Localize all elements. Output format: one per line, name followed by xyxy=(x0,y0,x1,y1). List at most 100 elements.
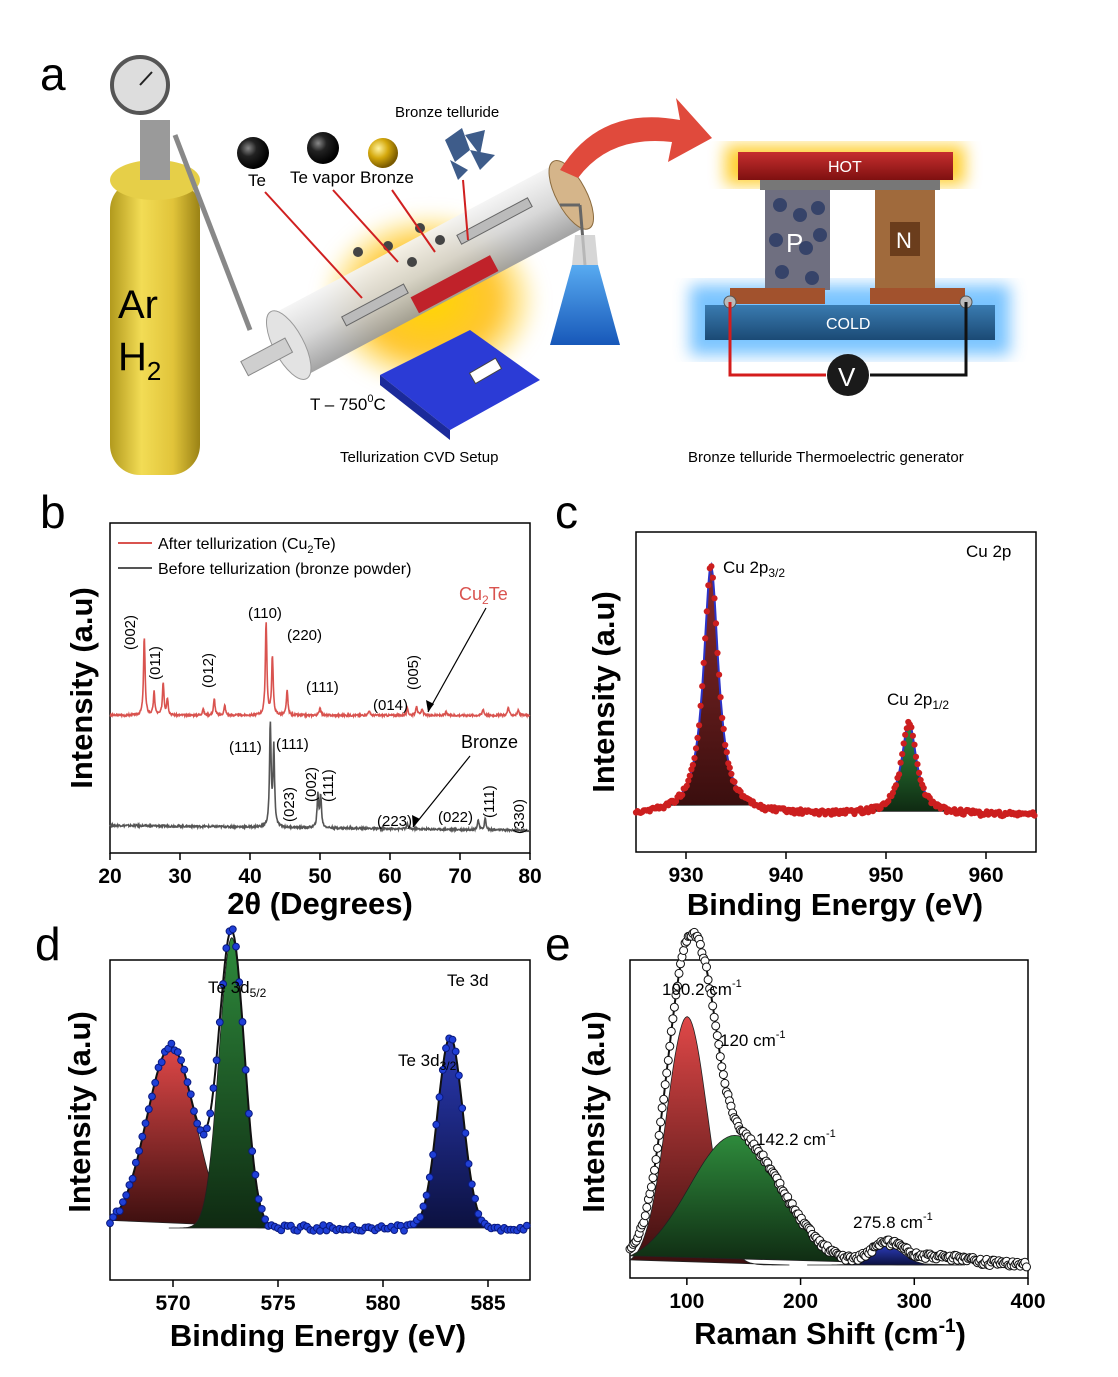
chart-c-title: Cu 2p xyxy=(966,542,1011,561)
chart-d-point xyxy=(144,1105,153,1114)
chart-b-ylabel: Intensity (a.u) xyxy=(64,587,99,789)
chart-e-point xyxy=(711,1021,721,1031)
chart-d-point xyxy=(206,1109,215,1118)
chart-e-point xyxy=(666,1026,676,1036)
chart-b-peak-label-before: (111) xyxy=(320,769,337,802)
chart-c-point xyxy=(726,764,733,771)
legend-after-label: After tellurization (Cu2Te) xyxy=(158,536,336,556)
chart-c-point xyxy=(902,731,909,738)
te-vapor-ball-icon xyxy=(307,132,339,164)
chart-e-point xyxy=(703,975,713,985)
chart-b-series-0 xyxy=(109,622,531,720)
chart-b-series-1 xyxy=(109,721,531,834)
chart-e-point xyxy=(1022,1262,1031,1272)
chart-b-peak-label-before: (111) xyxy=(481,785,498,818)
chart-e-point xyxy=(714,1040,724,1049)
chart-e-point xyxy=(674,968,684,978)
chart-d-point xyxy=(148,1092,156,1101)
chart-c-point xyxy=(679,791,686,799)
chart-c-point xyxy=(899,751,906,758)
bronze-telluride-crystal-icon xyxy=(445,128,495,180)
chart-b-peak-label-before: (022) xyxy=(438,809,473,826)
chart-b-peak-label-after: (014) xyxy=(373,697,408,714)
chart-b-peak-label-before: (111) xyxy=(276,736,309,753)
chart-d-point xyxy=(183,1078,192,1087)
bronze-tag: Bronze xyxy=(461,732,518,752)
chart-e-point xyxy=(712,1031,722,1041)
chart-c-point xyxy=(719,714,726,722)
chart-d-point xyxy=(173,1048,182,1056)
chart-b-peak-label-after: (002) xyxy=(122,615,139,650)
chart-c-peak1-label: Cu 2p3/2 xyxy=(723,558,785,580)
chart-d-point xyxy=(119,1198,127,1206)
bronze-ball-icon xyxy=(368,138,398,168)
chart-d-point xyxy=(241,1066,250,1074)
bronze-label: Bronze xyxy=(360,168,414,187)
chart-c-point xyxy=(691,755,698,762)
chart-d-point xyxy=(416,1213,425,1221)
chart-c-point xyxy=(912,753,920,760)
chart-e-point xyxy=(659,1094,669,1104)
chart-d-peak2-label: Te 3d5/2 xyxy=(208,978,267,1000)
chart-d-xtick-label: 580 xyxy=(365,1292,400,1315)
chart-d-point xyxy=(131,1158,140,1167)
chart-b-peak-label-after: (110) xyxy=(248,605,282,622)
p-label: P xyxy=(786,228,803,258)
chart-c-point xyxy=(911,741,918,748)
chart-e-peak2-label: 120 cm-1 xyxy=(720,1029,786,1050)
chart-d-point xyxy=(190,1107,198,1115)
chart-e-point xyxy=(673,981,682,991)
chart-c: 930 940 950 960 Cu 2p Cu 2p3/2 Cu 2p1/2 Int… xyxy=(586,531,1038,922)
chart-e-ylabel: Intensity (a.u) xyxy=(576,1011,611,1213)
panel-label-b: b xyxy=(40,486,66,538)
chart-d-point xyxy=(177,1056,186,1065)
chart-e-point xyxy=(695,939,705,949)
chart-e-point xyxy=(669,1002,679,1012)
chart-e-point xyxy=(709,1012,719,1022)
chart-c-point xyxy=(712,620,720,627)
te-ball-icon xyxy=(237,137,269,169)
chart-d-point xyxy=(257,1205,266,1213)
chart-d-point xyxy=(186,1090,195,1099)
chart-c-point xyxy=(705,582,712,589)
chart-d-point xyxy=(455,1071,463,1080)
chart-c-point xyxy=(702,635,709,642)
chart-d-point xyxy=(212,1056,221,1065)
chart-b-peak-label-after: (220) xyxy=(287,627,322,644)
chart-e-peak4-label: 275.8 cm-1 xyxy=(853,1211,933,1232)
chart-b-xtick-label: 80 xyxy=(518,865,541,888)
chart-e-point xyxy=(663,1055,673,1065)
chart-d-point xyxy=(180,1065,189,1074)
chart-e-point xyxy=(656,1117,666,1127)
chart-e-point xyxy=(662,1068,672,1078)
cu2te-tag: Cu2Te xyxy=(459,584,508,607)
chart-e-point xyxy=(679,946,689,955)
chart-c-point xyxy=(716,671,723,678)
chart-b-xlabel: 2θ (Degrees) xyxy=(227,886,413,921)
chart-c-point xyxy=(720,725,727,733)
chart-c-point xyxy=(909,732,917,739)
chart-e-point xyxy=(715,1052,725,1062)
chart-c-point xyxy=(692,745,700,752)
legend-before-label: Before tellurization (bronze powder) xyxy=(158,561,411,578)
chart-e-point xyxy=(665,1041,675,1051)
chart-d-point xyxy=(109,1213,118,1221)
panel-label-a: a xyxy=(40,48,66,100)
chart-b: 20 30 40 50 60 70 80 After tellurization (Cu2T… xyxy=(64,522,542,921)
chart-b-peak-label-before: (002) xyxy=(303,767,320,802)
chart-b-peak-label-before: (330) xyxy=(511,799,528,834)
chart-c-xlabel: Binding Energy (eV) xyxy=(687,887,983,922)
chart-d-point xyxy=(151,1078,160,1087)
chart-d-point xyxy=(228,925,237,934)
chart-b-xtick-label: 30 xyxy=(168,865,191,888)
chart-c-point xyxy=(885,798,892,805)
chart-b-peak-label-after: (111) xyxy=(306,679,339,696)
chart-d-xtick-label: 570 xyxy=(155,1292,190,1315)
thermoelectric-generator: COLD HOT P N V Bronze telluride Thermoel… xyxy=(688,145,1010,466)
chart-d-point xyxy=(199,1130,208,1139)
chart-d-point xyxy=(238,1018,247,1026)
chart-c-point xyxy=(920,784,927,792)
hot-label: HOT xyxy=(828,159,862,176)
chart-d-point xyxy=(245,1109,253,1118)
